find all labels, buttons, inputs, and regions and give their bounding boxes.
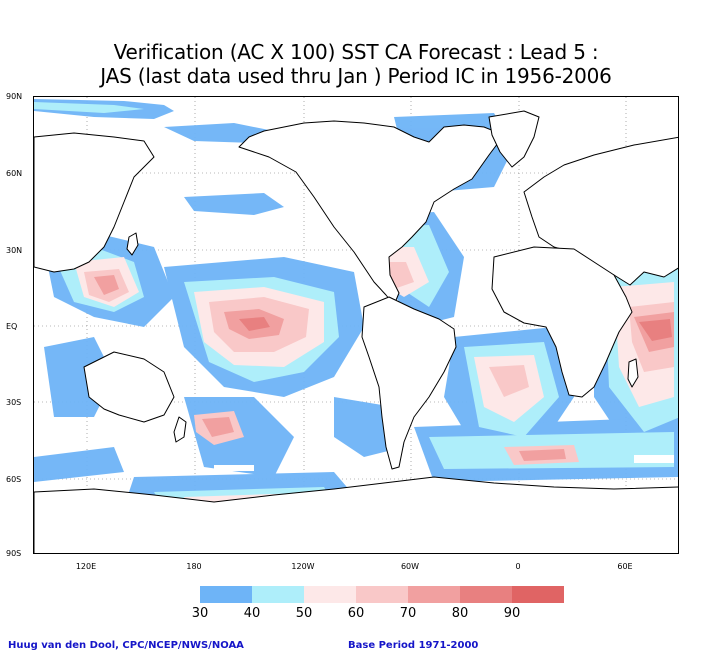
legend-label-70: 70 <box>399 606 417 621</box>
map-panel <box>33 96 679 554</box>
legend-label-60: 60 <box>347 606 365 621</box>
base-period-note: Base Period 1971-2000 <box>348 640 479 651</box>
lat-label-90s: 90S <box>6 549 22 558</box>
legend-swatch-80 <box>460 586 512 603</box>
map-title-line2: JAS (last data used thru Jan ) Period IC… <box>100 64 612 88</box>
lat-label-30n: 30N <box>6 246 23 255</box>
legend-swatch-90 <box>512 586 564 603</box>
lat-label-60n: 60N <box>6 169 23 178</box>
australia-outline <box>83 351 175 423</box>
lon-label-0: 0 <box>515 562 521 571</box>
author-credit: Huug van den Dool, CPC/NCEP/NWS/NOAA <box>8 640 244 651</box>
missing-data-strips <box>54 442 674 471</box>
lat-label-eq: EQ <box>6 322 18 331</box>
legend-swatch-30 <box>200 586 252 603</box>
north-america-outline <box>238 120 505 306</box>
skill-band-80 <box>239 317 672 341</box>
greenland-outline <box>488 110 540 168</box>
south-america-outline <box>361 296 457 470</box>
color-legend <box>200 586 564 603</box>
africa-outline <box>491 246 633 398</box>
japan-outline <box>126 232 139 256</box>
lon-label-180: 180 <box>186 562 202 571</box>
lon-label-60w: 60W <box>400 562 420 571</box>
legend-swatch-40 <box>252 586 304 603</box>
legend-label-50: 50 <box>295 606 313 621</box>
legend-label-40: 40 <box>243 606 261 621</box>
legend-label-90: 90 <box>503 606 521 621</box>
legend-swatch-70 <box>408 586 460 603</box>
legend-label-30: 30 <box>191 606 209 621</box>
sst-skill-map <box>34 97 678 553</box>
lat-label-60s: 60S <box>6 475 22 484</box>
legend-swatch-60 <box>356 586 408 603</box>
asia-outline <box>34 132 155 273</box>
lon-label-120w: 120W <box>291 562 315 571</box>
map-title-line1: Verification (AC X 100) SST CA Forecast … <box>113 40 599 64</box>
lon-label-60e: 60E <box>617 562 633 571</box>
antarctica-outline <box>34 476 678 553</box>
lat-label-30s: 30S <box>6 398 22 407</box>
legend-label-80: 80 <box>451 606 469 621</box>
new-zealand-outline <box>173 416 187 443</box>
madagascar-outline <box>627 358 639 388</box>
lat-label-90n: 90N <box>6 92 23 101</box>
legend-swatch-50 <box>304 586 356 603</box>
coastlines <box>34 110 678 553</box>
lon-label-120e: 120E <box>75 562 97 571</box>
